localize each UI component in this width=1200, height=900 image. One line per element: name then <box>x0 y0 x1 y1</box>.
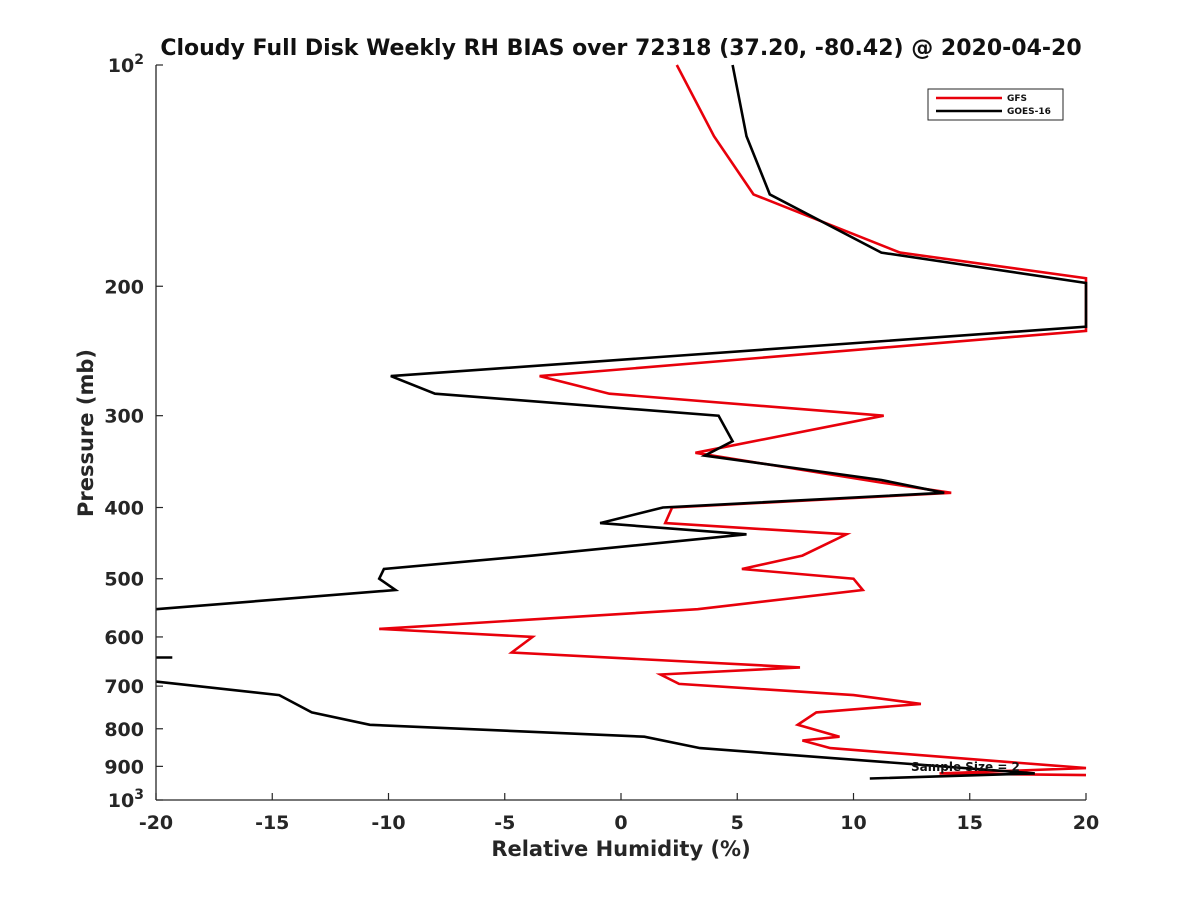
y-tick-label: 900 <box>104 756 144 778</box>
legend: GFS GOES-16 <box>927 88 1064 121</box>
x-tick-label: 10 <box>840 812 866 834</box>
y-tick-label: 102 <box>108 52 144 77</box>
legend-label-gfs: GFS <box>1007 94 1027 104</box>
x-tick-label: 20 <box>1073 812 1099 834</box>
x-axis-ticks: -20 -15 -10 -5 0 5 10 15 20 <box>139 793 1099 834</box>
y-axis-ticks: 102 200 300 400 500 600 700 800 900 103 <box>104 52 163 812</box>
y-axis-label: Pressure (mb) <box>74 349 98 517</box>
sample-size-annotation: Sample Size = 2 <box>911 760 1020 774</box>
series-line-gfs <box>379 64 1088 777</box>
y-tick-label: 400 <box>104 498 144 520</box>
x-tick-label: -10 <box>371 812 405 834</box>
series-layer <box>155 64 1088 780</box>
series-line-goes-16-seg3 <box>155 680 1035 780</box>
legend-label-goes16: GOES-16 <box>1007 107 1051 117</box>
x-tick-label: -15 <box>255 812 289 834</box>
series-line-goes-16-seg1 <box>155 64 1088 611</box>
y-tick-label: 103 <box>108 787 144 812</box>
y-tick-label: 700 <box>104 676 144 698</box>
x-tick-label: -5 <box>494 812 515 834</box>
plot-area <box>155 64 1088 801</box>
x-tick-label: 0 <box>614 812 627 834</box>
x-axis-label: Relative Humidity (%) <box>491 837 750 861</box>
x-tick-label: 15 <box>957 812 983 834</box>
y-tick-label: 800 <box>104 719 144 741</box>
y-tick-label: 200 <box>104 276 144 298</box>
y-tick-label: 300 <box>104 406 144 428</box>
y-tick-label: 600 <box>104 627 144 649</box>
chart-title: Cloudy Full Disk Weekly RH BIAS over 723… <box>160 36 1081 61</box>
legend-box <box>927 88 1064 121</box>
x-tick-label: 5 <box>731 812 744 834</box>
y-tick-label: 500 <box>104 569 144 591</box>
x-tick-label: -20 <box>139 812 173 834</box>
